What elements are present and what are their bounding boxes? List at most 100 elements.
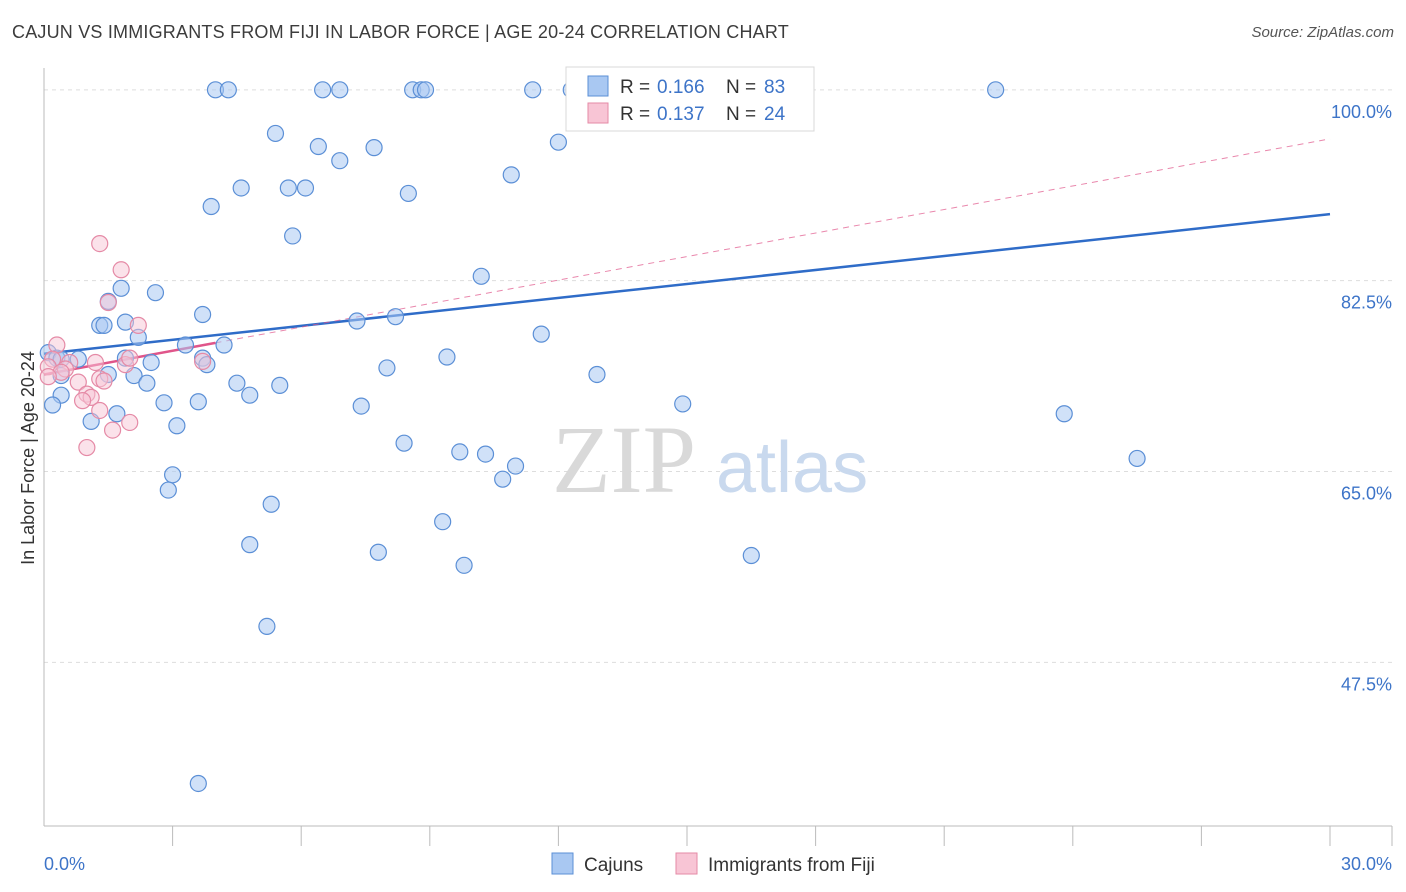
y-axis-label: In Labor Force | Age 20-24 [18,351,38,565]
y-tick-label: 100.0% [1331,102,1392,122]
legend-n-label-cajun: N = [726,77,756,98]
point-cajun [524,81,542,99]
point-cajun [416,81,435,99]
point-fiji [103,421,122,439]
point-fiji [121,413,139,432]
legend-n-value-cajun: 83 [764,77,785,98]
point-cajun [176,336,195,354]
point-cajun [352,397,370,415]
point-fiji [95,372,113,390]
point-cajun [532,325,550,343]
point-cajun [168,417,186,435]
watermark-zip: ZIP [552,406,696,513]
legend-swatch-cajun [587,75,609,97]
legend-n-value-fiji: 24 [764,104,786,125]
point-cajun [434,513,452,531]
point-cajun [472,267,490,285]
point-cajun [987,81,1005,99]
point-cajun [588,365,606,384]
watermark-atlas: atlas [716,428,868,508]
point-cajun [241,386,259,404]
point-cajun [43,396,62,414]
point-cajun [1055,405,1073,423]
x-tick-label-min: 0.0% [44,854,85,874]
point-cajun [369,543,387,561]
point-cajun [258,617,276,636]
point-cajun [451,443,469,461]
stats-legend: R = 0.166 N = 83 R = 0.137 N = 24 [565,66,815,132]
point-cajun [219,81,237,99]
point-cajun [266,124,285,143]
trendline-fiji-extended [215,138,1331,344]
point-cajun [395,434,413,452]
axes [43,68,1393,846]
point-cajun [296,179,315,197]
point-cajun [399,184,417,203]
point-fiji [112,261,130,279]
point-cajun [476,445,495,463]
y-tick-label: 65.0% [1341,484,1392,504]
point-fiji [121,349,139,367]
bottom-legend-swatch-cajun [551,852,574,875]
legend-r-label-cajun: R = [620,77,650,98]
trendline-cajun [43,212,1331,355]
fiji-points [39,234,212,457]
point-fiji [194,352,212,370]
point-cajun [215,336,233,354]
bottom-legend-label-cajun: Cajuns [584,855,643,876]
legend-r-label-fiji: R = [620,104,650,125]
chart-title: CAJUN VS IMMIGRANTS FROM FIJI IN LABOR F… [12,22,789,42]
point-cajun [112,279,130,297]
point-cajun [146,284,165,302]
point-cajun [232,179,250,197]
point-cajun [202,197,220,216]
point-fiji [129,316,147,334]
point-cajun [331,152,349,170]
point-cajun [108,405,126,423]
point-fiji [69,373,87,391]
source-credit: Source: ZipAtlas.com [1251,24,1394,41]
point-cajun [378,359,396,377]
point-cajun [189,393,207,411]
legend-n-label-fiji: N = [726,104,756,125]
point-fiji [86,353,105,372]
point-cajun [155,394,173,412]
point-cajun [262,495,280,513]
y-tick-labels: 47.5% 65.0% 82.5% 100.0% [1331,102,1392,695]
point-cajun [159,481,177,499]
series-legend: Cajuns Immigrants from Fiji [551,852,875,876]
point-cajun [309,137,327,156]
point-cajun [331,81,349,99]
y-tick-label: 82.5% [1341,293,1392,313]
point-cajun [365,139,383,157]
y-tick-label: 47.5% [1341,674,1392,694]
bottom-legend-swatch-fiji [675,852,698,875]
point-cajun [506,457,525,475]
bottom-legend-label-fiji: Immigrants from Fiji [708,855,875,876]
point-cajun [95,316,113,334]
point-cajun [284,227,302,245]
point-fiji [39,368,57,386]
legend-swatch-fiji [587,102,609,124]
point-cajun [1128,449,1146,468]
point-cajun [502,166,520,184]
x-tick-labels: 0.0% 30.0% [44,854,1392,874]
point-fiji [48,336,66,354]
point-cajun [194,305,212,324]
point-cajun [189,774,207,793]
point-fiji [73,392,92,410]
legend-r-value-cajun: 0.166 [657,77,705,98]
point-cajun [164,466,182,484]
point-cajun [314,81,332,99]
point-cajun [494,470,512,488]
point-cajun [438,348,456,366]
trend-lines [43,138,1331,376]
point-fiji [91,234,109,253]
point-cajun [386,308,405,326]
point-cajun [742,546,760,565]
point-cajun [228,374,246,392]
watermark: ZIP atlas [552,406,868,513]
point-fiji [91,401,109,420]
point-cajun [241,536,259,554]
